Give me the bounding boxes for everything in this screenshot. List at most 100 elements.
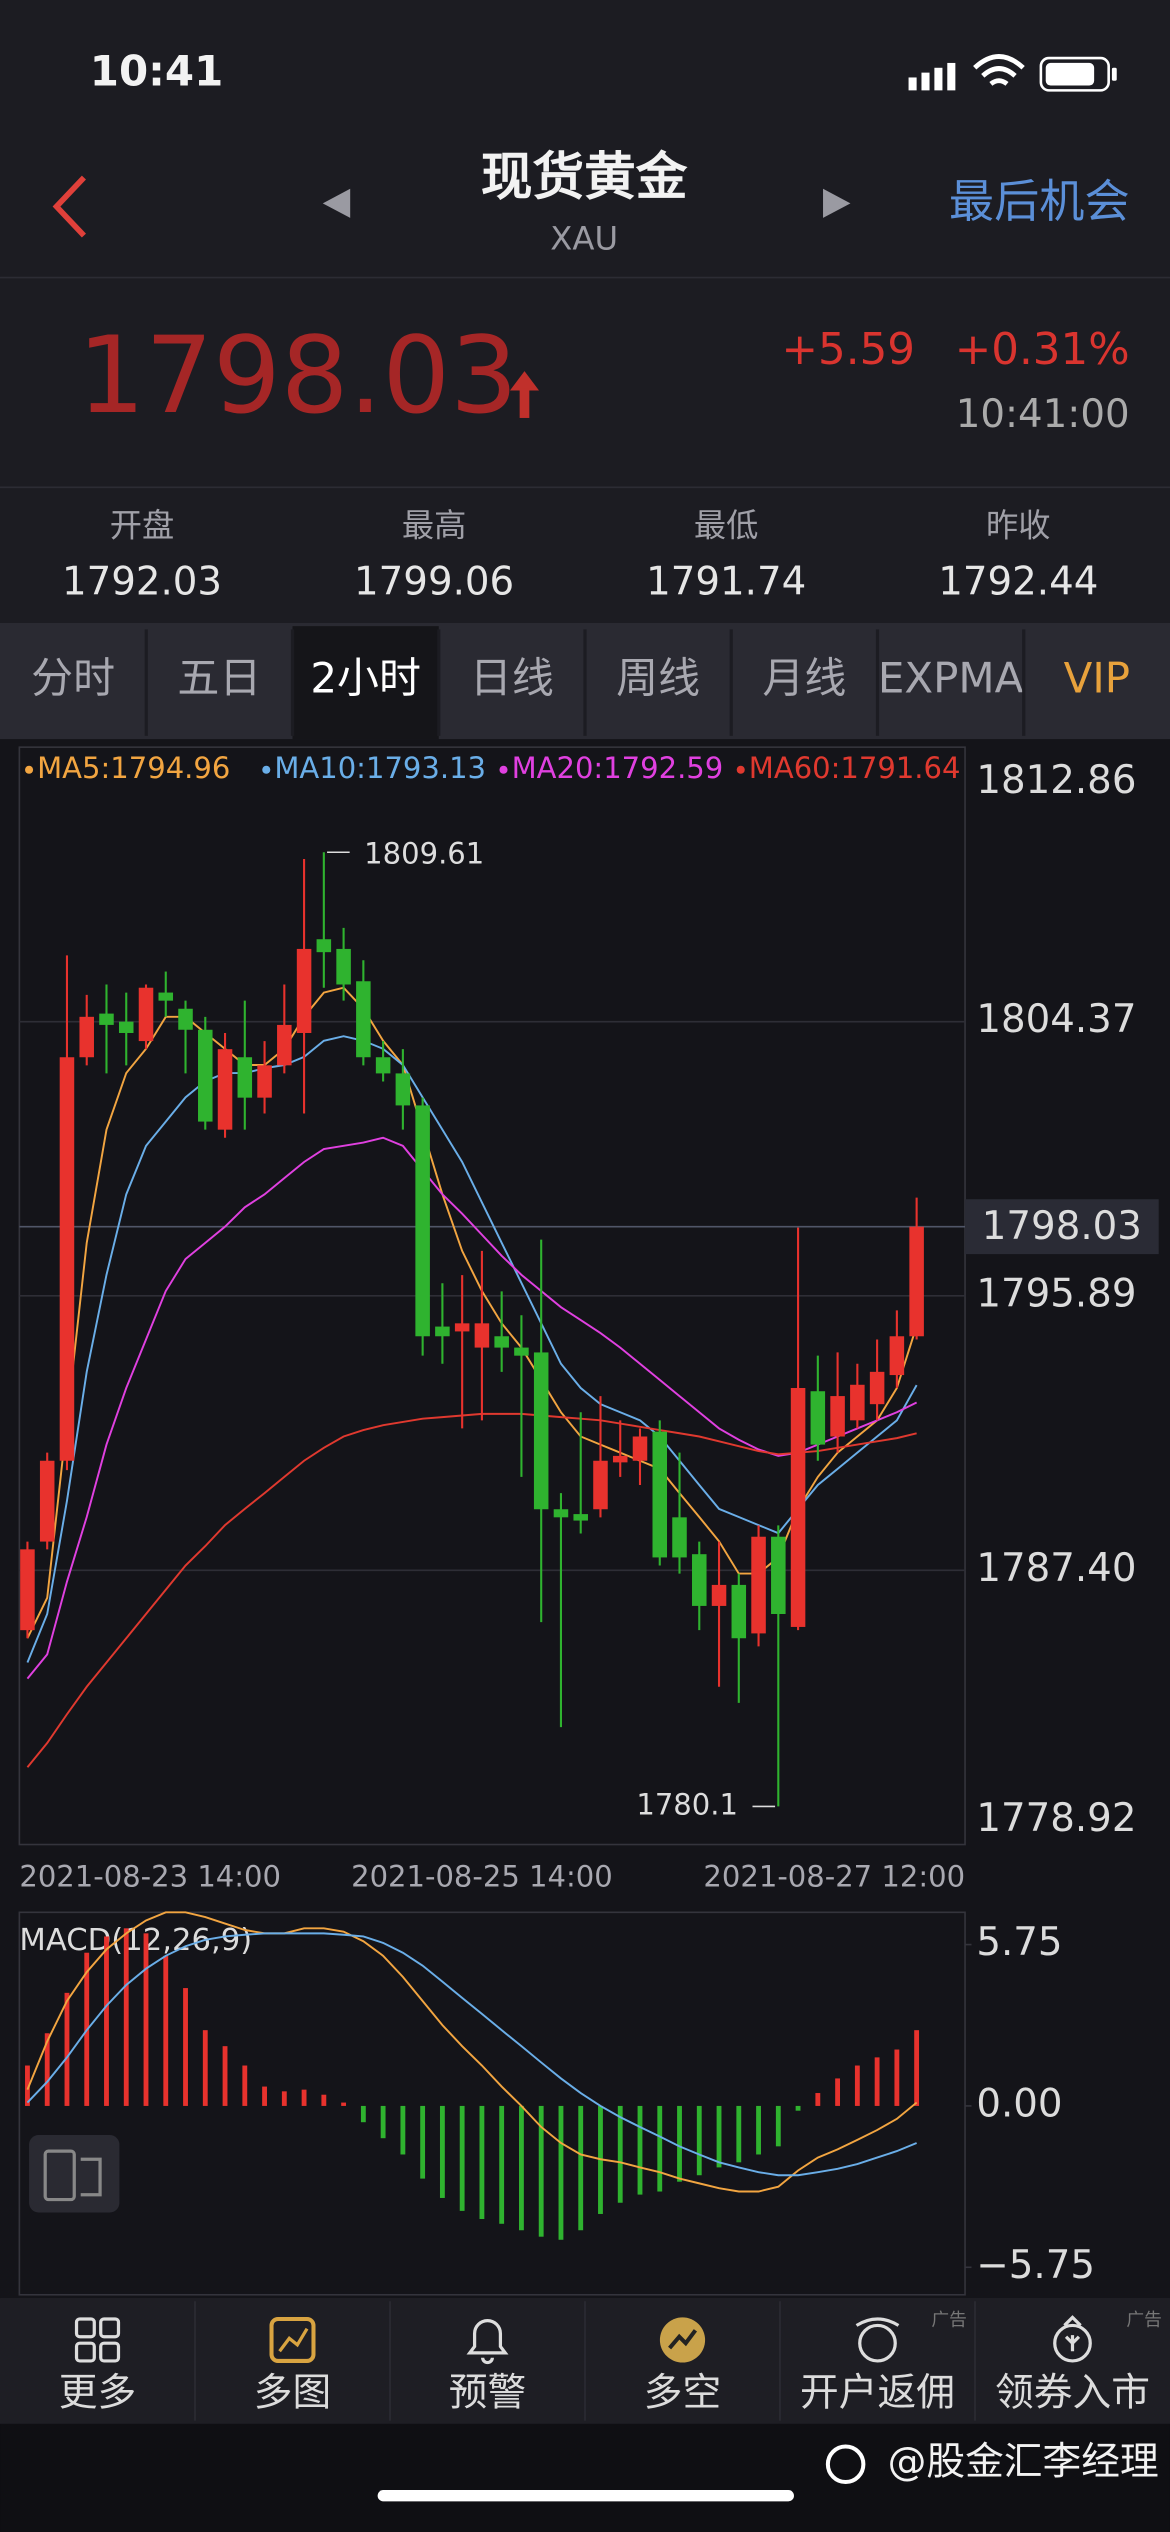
candle-body	[494, 1336, 509, 1348]
macd-bar	[183, 1988, 188, 2106]
candle-body	[533, 1352, 549, 1510]
candle-body	[395, 1073, 411, 1106]
macd-bar	[202, 2030, 208, 2106]
macd-bar	[479, 2105, 485, 2220]
status-time: 10:41	[90, 47, 224, 96]
macd-bar	[815, 2093, 821, 2106]
macd-bar	[578, 2105, 584, 2231]
quote-time: 10:41:00	[956, 392, 1130, 437]
candle-body	[118, 1021, 134, 1033]
candle-body	[790, 1388, 806, 1627]
macd-bar	[874, 2057, 880, 2106]
macd-bar	[914, 2030, 920, 2106]
last-price-tag	[965, 1199, 1159, 1255]
candle-body	[711, 1584, 727, 1606]
candle-body	[138, 987, 154, 1042]
macd-bar	[420, 2105, 426, 2179]
stat-value: 1791.74	[646, 560, 806, 605]
macd-bar	[163, 1955, 169, 2106]
nav-label[interactable]: 多空	[644, 2370, 721, 2415]
wifi-icon	[973, 54, 1025, 86]
ad-tag: 广告	[931, 2310, 967, 2331]
nav-label[interactable]: 更多	[59, 2370, 136, 2415]
candle-body	[237, 1057, 253, 1098]
y-tick-label: 1804.37	[976, 997, 1136, 1042]
macd-bar	[775, 2105, 781, 2147]
tab[interactable]: 周线	[616, 654, 700, 703]
candle-body	[771, 1536, 786, 1615]
x-tick-label: 2021-08-27 12:00	[703, 1859, 965, 1893]
nav-icon	[99, 2317, 121, 2339]
nav-icon	[74, 2341, 96, 2363]
stat-label: 昨收	[986, 507, 1051, 545]
candle-body	[731, 1584, 747, 1639]
price: 1798.03	[77, 314, 517, 438]
candle-body	[514, 1347, 529, 1356]
prev-button[interactable]	[322, 188, 351, 218]
macd-bar	[716, 2105, 722, 2168]
tab[interactable]: VIP	[1064, 654, 1130, 703]
macd-bar	[499, 2105, 505, 2224]
nav-label[interactable]: 领券入市	[995, 2370, 1150, 2415]
macd-bar	[341, 2102, 347, 2106]
tab[interactable]: 月线	[762, 654, 846, 703]
tab[interactable]: 五日	[177, 654, 261, 703]
macd-bar	[854, 2065, 860, 2106]
stat-label: 最高	[402, 507, 467, 545]
nav-icon	[858, 2323, 897, 2363]
nav-label[interactable]: 多图	[254, 2370, 331, 2415]
stat-value: 1792.44	[938, 560, 1098, 605]
candle-body	[20, 1549, 35, 1631]
y-tick-label: 5.75	[976, 1920, 1062, 1965]
macd-bar	[222, 2046, 228, 2106]
tab[interactable]: EXPMA	[878, 654, 1024, 703]
macd-title: MACD(12,26,9)	[19, 1923, 252, 1958]
home-indicator	[377, 2490, 794, 2502]
y-tick-label: 0.00	[976, 2081, 1062, 2126]
macd-bar	[677, 2105, 682, 2182]
macd-bar	[558, 2105, 564, 2240]
tab[interactable]: 2小时	[310, 654, 421, 703]
macd-bar	[894, 2049, 900, 2106]
ad-tag: 广告	[1126, 2310, 1162, 2331]
legend-label: MA10:1793.13	[274, 751, 486, 785]
macd-bar	[617, 2105, 623, 2203]
candle-body	[375, 1057, 391, 1074]
nav-label[interactable]: 开户返佣	[800, 2370, 955, 2415]
candle-body	[217, 1049, 233, 1130]
tab[interactable]: 分时	[31, 654, 115, 703]
candle-body	[652, 1431, 668, 1558]
nav-icon	[269, 2316, 316, 2363]
candle-body	[257, 1065, 272, 1098]
nav-label[interactable]: 预警	[449, 2370, 526, 2415]
signal-icon	[908, 62, 956, 91]
back-button[interactable]	[52, 175, 86, 238]
macd-bar	[756, 2105, 761, 2155]
macd-bar	[321, 2094, 327, 2106]
candle-body	[198, 1029, 213, 1122]
top-background	[0, 0, 1170, 623]
tab[interactable]: 日线	[470, 654, 554, 703]
candle-body	[889, 1336, 905, 1376]
candle-body	[553, 1509, 569, 1518]
candle-body	[277, 1024, 292, 1066]
candle-body	[672, 1517, 687, 1558]
change-pct: +0.31%	[955, 325, 1130, 375]
legend-label: MA20:1792.59	[512, 751, 724, 785]
candle-body	[336, 948, 351, 985]
max-label: 1809.61	[364, 836, 484, 870]
fullscreen-button[interactable]	[29, 2135, 120, 2213]
macd-bar	[400, 2105, 406, 2155]
change: +5.59	[782, 325, 916, 375]
macd-bar	[519, 2105, 524, 2231]
battery-icon	[1039, 56, 1117, 92]
legend-dot	[499, 765, 508, 774]
next-button[interactable]	[823, 188, 851, 218]
legend-dot	[262, 765, 271, 774]
promo-link[interactable]: 最后机会	[949, 175, 1130, 228]
candle-body	[158, 992, 174, 1001]
macd-bar	[360, 2105, 366, 2123]
macd-bar	[459, 2105, 465, 2211]
